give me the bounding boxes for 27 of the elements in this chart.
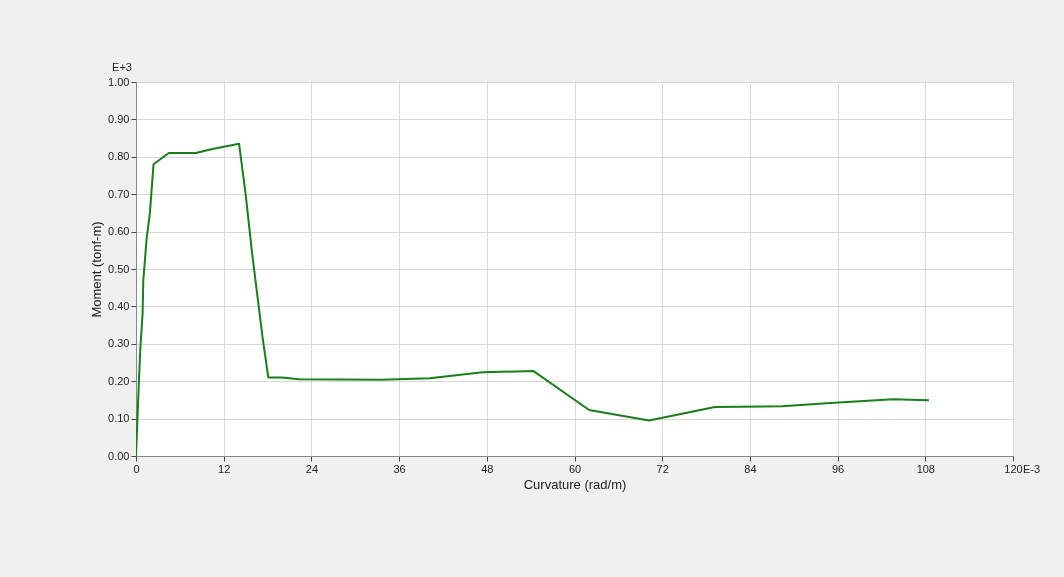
x-tick-label: 108 xyxy=(916,462,935,475)
x-tick-label: 60 xyxy=(568,462,582,475)
y-tick-label: 1.00 xyxy=(108,75,130,88)
y-tick-label: 0.30 xyxy=(108,337,130,350)
y-axis-title: Moment (tonf-m) xyxy=(89,221,105,318)
x-tick-label: 0 xyxy=(133,462,140,475)
y-tick-label: 0.20 xyxy=(108,374,130,387)
y-tick-label: 0.50 xyxy=(108,262,130,275)
x-tick-label: 120 xyxy=(1004,462,1023,475)
y-tick-label: 0.00 xyxy=(108,449,130,462)
x-tick-label: 48 xyxy=(481,462,494,475)
x-axis-title: Curvature (rad/m) xyxy=(523,476,627,492)
x-tick-label: 96 xyxy=(831,462,845,475)
x-tick-label: 84 xyxy=(744,462,757,475)
y-tick-label: 0.90 xyxy=(108,112,130,125)
text: E-3 xyxy=(1023,463,1041,475)
y-tick-label: 0.40 xyxy=(108,299,130,312)
y-tick-label: 0.80 xyxy=(108,150,130,163)
y-tick-label: 0.70 xyxy=(108,187,130,200)
y-tick-label: 0.10 xyxy=(108,412,130,425)
x-tick-label: 12 xyxy=(218,462,231,475)
x-tick-label: 72 xyxy=(656,462,669,475)
y-tick-label: 0.60 xyxy=(108,225,130,238)
x-tick-label: 24 xyxy=(305,462,319,475)
line-series xyxy=(136,142,930,456)
text: E+3 xyxy=(112,61,132,73)
x-tick-label: 36 xyxy=(393,462,406,475)
